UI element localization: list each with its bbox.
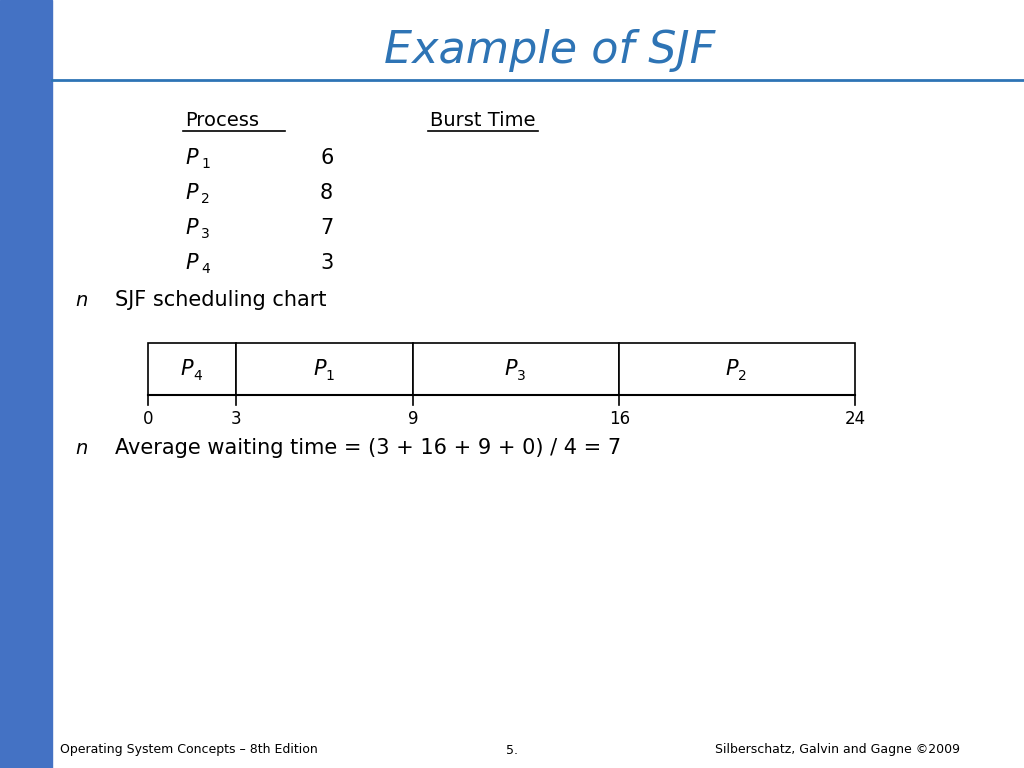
Text: 2: 2 [201,192,210,206]
Text: P: P [505,359,517,379]
Text: P: P [313,359,326,379]
Text: n: n [75,439,87,458]
Bar [620,343,855,395]
Text: 3: 3 [201,227,210,241]
Text: 2: 2 [737,369,746,383]
Text: 5.: 5. [506,743,518,756]
Text: Example of SJF: Example of SJF [384,28,716,71]
Text: P: P [726,359,738,379]
Text: 8: 8 [319,183,333,203]
Text: 3: 3 [319,253,333,273]
Text: P: P [185,183,198,203]
Text: 24: 24 [845,410,865,428]
Text: P: P [185,253,198,273]
Text: 7: 7 [319,218,333,238]
Text: Silberschatz, Galvin and Gagne ©2009: Silberschatz, Galvin and Gagne ©2009 [715,743,961,756]
Text: P: P [185,218,198,238]
Text: Burst Time: Burst Time [430,111,536,130]
Text: Process: Process [185,111,259,130]
Text: Average waiting time = (3 + 16 + 9 + 0) / 4 = 7: Average waiting time = (3 + 16 + 9 + 0) … [115,438,622,458]
Text: 4: 4 [201,262,210,276]
Text: 4: 4 [193,369,202,383]
Text: 3: 3 [231,410,242,428]
Text: P: P [185,148,198,168]
Text: 1: 1 [326,369,334,383]
Text: 3: 3 [517,369,525,383]
Text: 0: 0 [142,410,154,428]
Text: 16: 16 [609,410,630,428]
Text: n: n [75,290,87,310]
Text: Operating System Concepts – 8th Edition: Operating System Concepts – 8th Edition [60,743,317,756]
Text: 9: 9 [408,410,419,428]
Text: 1: 1 [201,157,210,171]
Bar [237,343,413,395]
Bar [148,343,237,395]
Bar [0,0,52,768]
Text: SJF scheduling chart: SJF scheduling chart [115,290,327,310]
Bar [413,343,620,395]
Text: P: P [181,359,194,379]
Text: 6: 6 [319,148,334,168]
